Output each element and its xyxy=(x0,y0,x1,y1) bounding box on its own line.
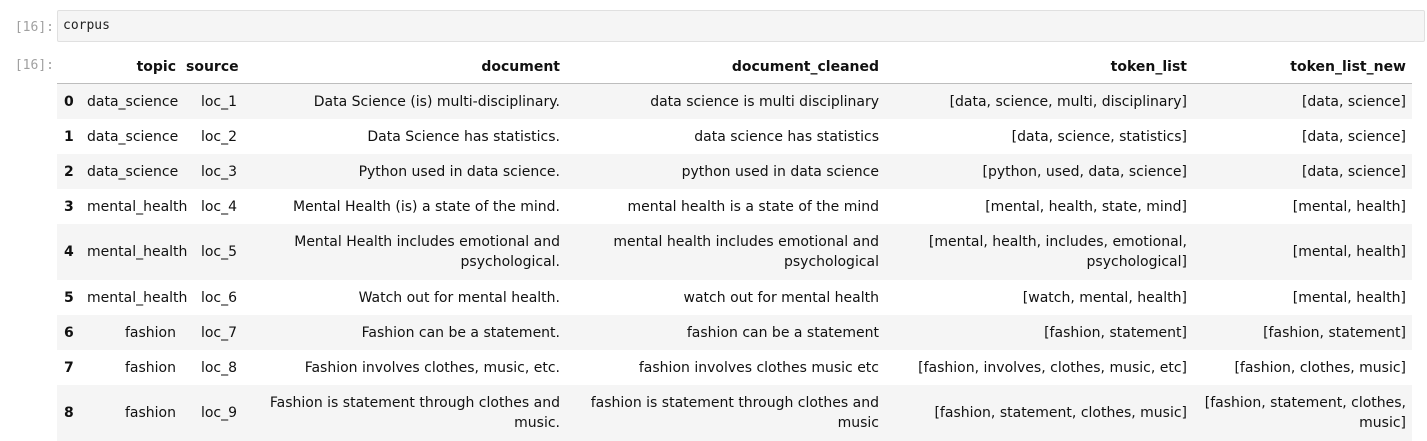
cell-document-cleaned: mental health includes emotional and psy… xyxy=(613,234,879,270)
table-row: 5 mental_health loc_6 Watch out for ment… xyxy=(57,280,1412,315)
column-header-source: source xyxy=(182,50,243,84)
cell-topic: fashion xyxy=(124,405,176,421)
cell-document-cleaned: mental health is a state of the mind xyxy=(627,198,879,215)
row-index: 3 xyxy=(64,198,74,215)
cell-document: Mental Health (is) a state of the mind. xyxy=(292,198,560,215)
cell-document: Fashion is statement through clothes and… xyxy=(269,395,560,431)
cell-token-list-new: [data, science] xyxy=(1301,163,1406,180)
cell-document: Python used in data science. xyxy=(358,163,560,180)
dataframe-output: topic source document document_cleaned t… xyxy=(57,50,1415,441)
cell-document: Mental Health includes emotional and psy… xyxy=(294,234,560,270)
cell-source: loc_2 xyxy=(200,128,237,145)
column-header-token-list-new: token_list_new xyxy=(1193,50,1412,84)
row-index: 1 xyxy=(64,128,74,145)
table-row: 8 fashion loc_9 Fashion is statement thr… xyxy=(57,385,1412,441)
cell-source: loc_6 xyxy=(200,289,237,306)
cell-document-cleaned: fashion is statement through clothes and… xyxy=(590,395,879,431)
row-index: 5 xyxy=(64,289,74,306)
cell-token-list: [mental, health, includes, emotional, ps… xyxy=(928,234,1187,270)
cell-topic: fashion xyxy=(124,324,176,341)
cell-token-list: [data, science, multi, disciplinary] xyxy=(949,93,1187,110)
cell-topic: data_science xyxy=(87,163,179,180)
cell-token-list: [data, science, statistics] xyxy=(1011,128,1187,145)
cell-source: loc_8 xyxy=(200,359,237,376)
code-input-cell[interactable]: corpus xyxy=(57,10,1425,42)
row-index: 7 xyxy=(64,359,74,376)
cell-topic: mental_health xyxy=(87,244,188,260)
cell-source: loc_9 xyxy=(200,405,237,421)
cell-topic: mental_health xyxy=(87,289,188,306)
cell-document-cleaned: fashion involves clothes music etc xyxy=(638,359,879,376)
table-row: 4 mental_health loc_5 Mental Health incl… xyxy=(57,224,1412,280)
column-header-document-cleaned: document_cleaned xyxy=(566,50,885,84)
row-index: 4 xyxy=(64,244,74,260)
cell-document: Fashion can be a statement. xyxy=(361,324,560,341)
cell-topic: mental_health xyxy=(87,198,188,215)
table-row: 6 fashion loc_7 Fashion can be a stateme… xyxy=(57,315,1412,350)
table-row: 3 mental_health loc_4 Mental Health (is)… xyxy=(57,189,1412,224)
cell-source: loc_3 xyxy=(200,163,237,180)
cell-token-list: [watch, mental, health] xyxy=(1022,289,1187,306)
cell-topic: data_science xyxy=(87,128,179,145)
cell-token-list-new: [data, science] xyxy=(1301,93,1406,110)
cell-token-list: [fashion, statement, clothes, music] xyxy=(934,405,1187,421)
cell-document: Fashion involves clothes, music, etc. xyxy=(304,359,560,376)
row-index: 2 xyxy=(64,163,74,180)
row-index: 0 xyxy=(64,93,74,110)
cell-token-list-new: [mental, health] xyxy=(1292,198,1406,215)
cell-document: Watch out for mental health. xyxy=(358,289,560,306)
dataframe-table: topic source document document_cleaned t… xyxy=(57,50,1412,441)
column-header-topic: topic xyxy=(83,50,182,84)
cell-token-list: [python, used, data, science] xyxy=(982,163,1187,180)
cell-source: loc_7 xyxy=(200,324,237,341)
cell-token-list-new: [fashion, statement, clothes, music] xyxy=(1204,395,1406,431)
cell-topic: fashion xyxy=(124,359,176,376)
cell-token-list-new: [data, science] xyxy=(1301,128,1406,145)
cell-document: Data Science has statistics. xyxy=(367,128,560,145)
cell-source: loc_4 xyxy=(200,198,237,215)
cell-token-list-new: [mental, health] xyxy=(1292,289,1406,306)
cell-token-list-new: [fashion, statement] xyxy=(1263,324,1406,341)
cell-document-cleaned: fashion can be a statement xyxy=(686,324,879,341)
cell-document-cleaned: data science has statistics xyxy=(694,128,879,145)
column-header-document: document xyxy=(243,50,566,84)
row-index: 6 xyxy=(64,324,74,341)
column-header-token-list: token_list xyxy=(885,50,1193,84)
cell-document-cleaned: data science is multi disciplinary xyxy=(650,93,879,110)
cell-document: Data Science (is) multi-disciplinary. xyxy=(313,93,560,110)
cell-source: loc_5 xyxy=(200,244,237,260)
code-text: corpus xyxy=(63,18,110,33)
cell-token-list-new: [mental, health] xyxy=(1292,244,1406,260)
cell-topic: data_science xyxy=(87,93,179,110)
table-row: 1 data_science loc_2 Data Science has st… xyxy=(57,119,1412,154)
cell-token-list-new: [fashion, clothes, music] xyxy=(1234,359,1406,376)
table-row: 7 fashion loc_8 Fashion involves clothes… xyxy=(57,350,1412,385)
cell-token-list: [fashion, statement] xyxy=(1044,324,1187,341)
output-prompt: [16]: xyxy=(14,58,54,73)
cell-document-cleaned: python used in data science xyxy=(681,163,879,180)
table-row: 2 data_science loc_3 Python used in data… xyxy=(57,154,1412,189)
index-header xyxy=(57,50,83,84)
cell-document-cleaned: watch out for mental health xyxy=(683,289,879,306)
row-index: 8 xyxy=(64,405,74,421)
cell-source: loc_1 xyxy=(200,93,237,110)
table-row: 0 data_science loc_1 Data Science (is) m… xyxy=(57,83,1412,119)
cell-token-list: [fashion, involves, clothes, music, etc] xyxy=(918,359,1187,376)
input-prompt: [16]: xyxy=(14,20,54,35)
cell-token-list: [mental, health, state, mind] xyxy=(985,198,1187,215)
header-row: topic source document document_cleaned t… xyxy=(57,50,1412,84)
